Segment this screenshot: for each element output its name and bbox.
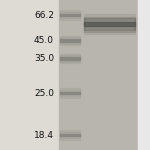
Bar	[60, 130, 80, 140]
Text: 66.2: 66.2	[34, 11, 54, 20]
Bar	[84, 16, 135, 32]
Bar	[60, 92, 80, 94]
Bar	[60, 132, 80, 138]
Bar	[60, 12, 80, 18]
Bar	[60, 36, 80, 45]
Bar	[138, 0, 150, 150]
Text: 45.0: 45.0	[34, 36, 54, 45]
Bar	[60, 134, 80, 136]
Bar	[60, 54, 80, 63]
Bar	[84, 22, 135, 26]
Text: 35.0: 35.0	[34, 54, 54, 63]
Bar	[60, 39, 80, 42]
Bar	[0, 0, 58, 150]
Bar	[60, 14, 80, 16]
Bar	[60, 37, 80, 44]
Bar	[58, 0, 138, 150]
Bar	[60, 10, 80, 20]
Bar	[60, 55, 80, 62]
Bar	[84, 14, 135, 34]
Text: 25.0: 25.0	[34, 88, 54, 98]
Bar	[60, 90, 80, 96]
Bar	[60, 88, 80, 98]
Text: 18.4: 18.4	[34, 130, 54, 140]
Bar	[84, 18, 135, 30]
Bar	[60, 57, 80, 60]
